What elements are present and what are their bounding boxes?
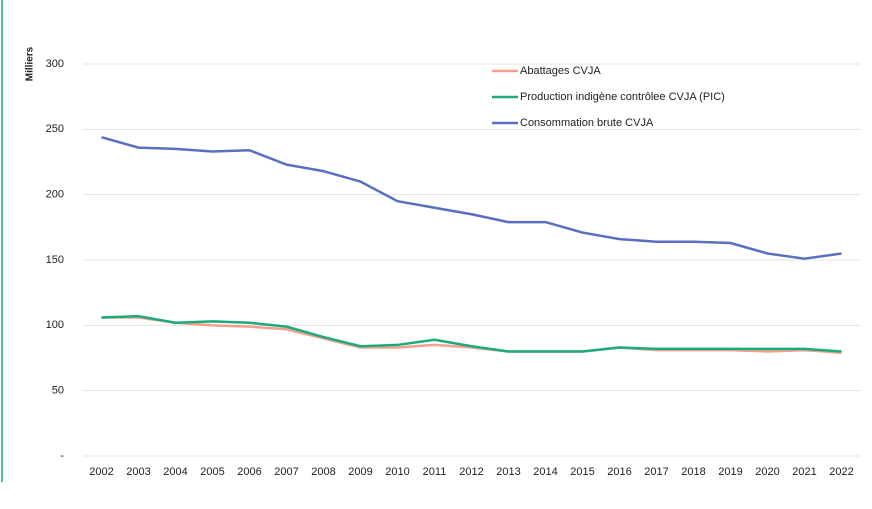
x-tick-label: 2002 [89,466,113,478]
x-tick-label: 2018 [681,466,705,478]
y-tick-label: 100 [46,319,64,331]
x-tick-label: 2007 [274,466,298,478]
series-line [101,314,842,353]
x-tick-label: 2009 [348,466,372,478]
x-tick-label: 2016 [607,466,631,478]
x-tick-label: 2011 [423,466,447,478]
y-tick-label: 250 [46,123,64,135]
x-tick-label: 2004 [163,466,187,478]
y-tick-label: 200 [46,189,64,201]
series-line [101,135,842,260]
x-tick-label: 2019 [718,466,742,478]
x-tick-label: 2006 [237,466,261,478]
x-tick-label: 2014 [533,466,557,478]
y-tick-label: 50 [52,385,64,397]
x-tick-label: 2010 [385,466,409,478]
y-tick-label: - [60,450,64,462]
x-tick-label: 2012 [459,466,483,478]
x-tick-label: 2005 [200,466,224,478]
x-tick-label: 2022 [829,466,853,478]
x-tick-label: 2008 [311,466,335,478]
x-tick-label: 2013 [496,466,520,478]
series-line [101,316,842,355]
x-tick-label: 2021 [792,466,816,478]
x-tick-label: 2020 [755,466,779,478]
legend-label: Production indigène contrôlee CVJA (PIC) [520,91,725,103]
x-tick-label: 2015 [570,466,594,478]
legend-label: Abattages CVJA [520,65,601,77]
x-tick-label: 2003 [126,466,150,478]
y-axis-label: Milliers [25,46,36,81]
y-tick-label: 150 [46,254,64,266]
x-tick-label: 2017 [644,466,668,478]
legend-label: Consommation brute CVJA [520,117,654,129]
y-tick-label: 300 [46,58,64,70]
